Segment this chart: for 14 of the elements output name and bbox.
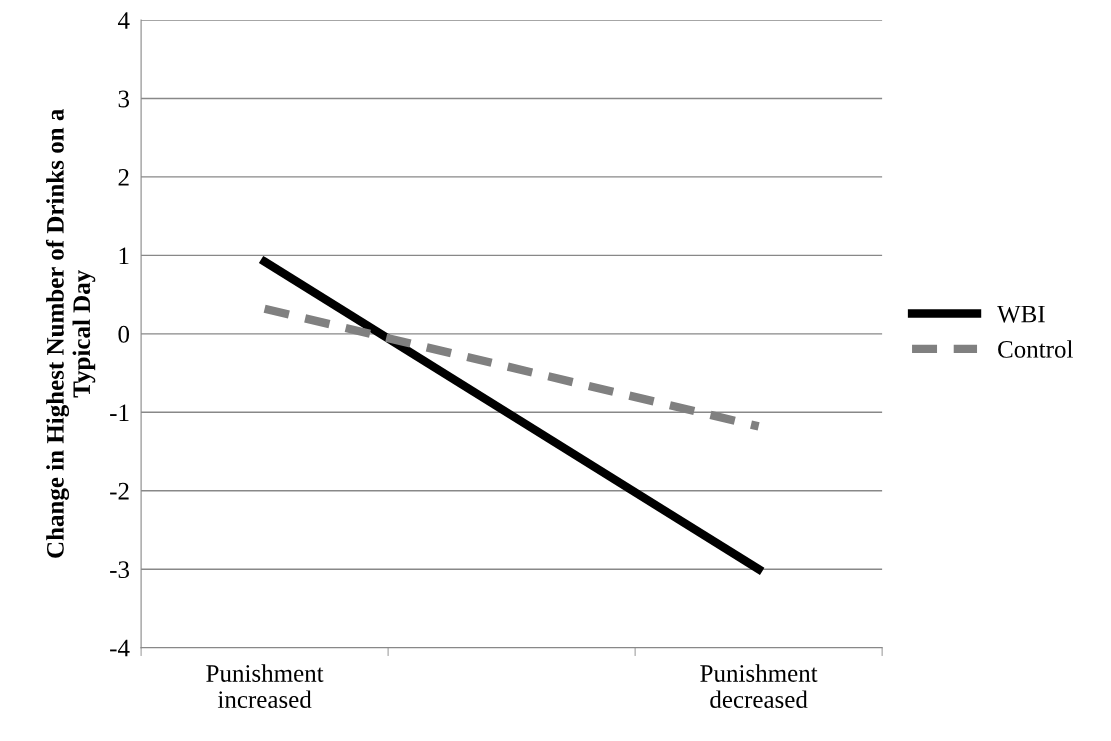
y-tick-label: 1	[119, 247, 129, 265]
y-tick-label: 3	[118, 90, 130, 108]
y-tick-label: 2	[118, 169, 129, 186]
y-tick-label: 0	[118, 325, 130, 343]
x-tick-label: Punishment decreased	[700, 664, 818, 709]
y-axis-title: Change in Highest Number of Drinks on a Typical Day	[45, 109, 96, 558]
y-tick-label: -1	[110, 404, 129, 421]
y-tick-label: -3	[110, 561, 130, 579]
y-tick-label: -2	[110, 482, 129, 500]
legend-label: WBI	[997, 305, 1045, 323]
y-tick-label: 4	[117, 12, 130, 29]
y-tick-label: -4	[110, 639, 130, 657]
x-tick-label: Punishment increased	[206, 664, 324, 709]
legend-label: Control	[998, 340, 1073, 358]
